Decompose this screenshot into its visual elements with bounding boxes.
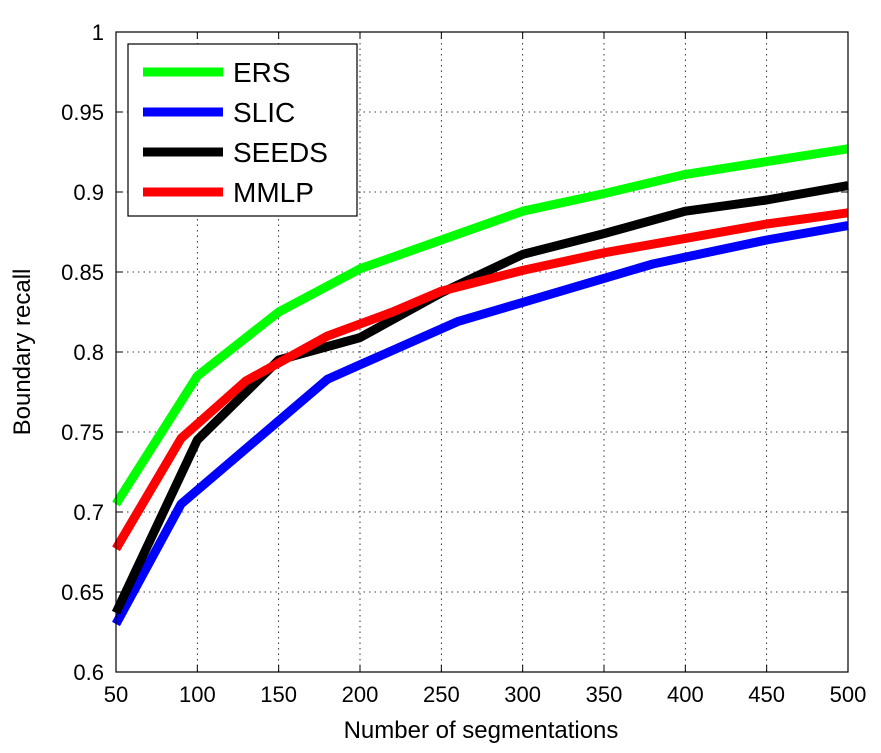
x-tick-labels: 50 100 150 200 250 300 350 400 450 500: [104, 682, 867, 707]
y-tick-label: 0.85: [61, 260, 104, 285]
x-tick-label: 50: [104, 682, 128, 707]
series-line-seeds: [111, 181, 849, 615]
legend-label-ers: ERS: [233, 57, 291, 88]
y-tick-label: 0.65: [61, 580, 104, 605]
axis-ticks: [115, 31, 849, 673]
legend-label-seeds: SEEDS: [233, 137, 328, 168]
y-tick-label: 0.75: [61, 420, 104, 445]
y-tick-label: 0.9: [73, 180, 104, 205]
x-tick-label: 500: [830, 682, 867, 707]
x-tick-label: 150: [260, 682, 297, 707]
series-line-mmlp: [112, 208, 849, 552]
x-tick-label: 350: [586, 682, 623, 707]
x-tick-label: 200: [342, 682, 379, 707]
grid-lines: [116, 32, 848, 672]
x-tick-label: 450: [748, 682, 785, 707]
y-tick-labels: 0.6 0.65 0.7 0.75 0.8 0.85 0.9 0.95 1: [61, 20, 104, 685]
series-line-slic: [112, 221, 849, 627]
series-line-ers: [112, 144, 849, 507]
y-tick-label: 0.6: [73, 660, 104, 685]
legend-label-slic: SLIC: [233, 97, 295, 128]
legend-label-mmlp: MMLP: [233, 177, 314, 208]
y-tick-label: 0.8: [73, 340, 104, 365]
y-axis-title: Boundary recall: [9, 269, 36, 436]
y-tick-label: 1: [92, 20, 104, 45]
series-lines: [111, 144, 849, 627]
y-tick-label: 0.7: [73, 500, 104, 525]
x-tick-label: 300: [504, 682, 541, 707]
legend: ERS SLIC SEEDS MMLP: [127, 43, 358, 217]
x-tick-label: 400: [667, 682, 704, 707]
x-axis-title: Number of segmentations: [344, 717, 619, 744]
x-tick-label: 100: [179, 682, 216, 707]
x-tick-label: 250: [423, 682, 460, 707]
y-tick-label: 0.95: [61, 100, 104, 125]
